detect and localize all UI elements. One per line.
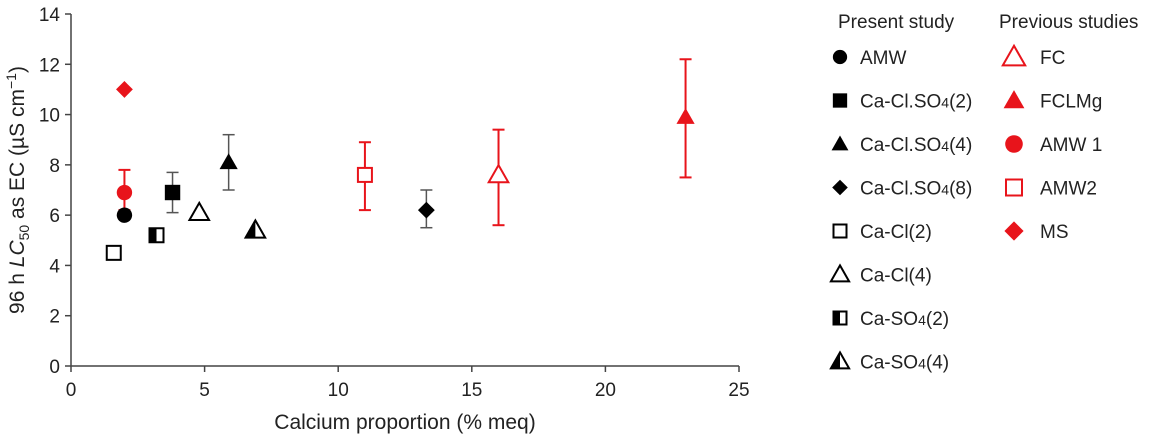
legend-item-ca-so4-4: Ca-SO4(4) [829,350,949,374]
y-tick-label: 12 [39,55,60,76]
point-ca-cl-so4-8 [417,201,435,219]
y-tick-label: 2 [49,307,60,328]
legend-label-amw-1: AMW 1 [1040,135,1102,156]
y-title-pre: 96 h [6,267,29,314]
legend-marker-amw2 [1005,178,1023,197]
x-ticks: 0 5 10 15 20 25 [66,366,750,401]
legend-label-ca-so4-2: Ca-SO4(2) [860,309,949,330]
legend-marker-amw-1 [1005,135,1023,153]
legend-label-ca-cl-4: Ca-Cl(4) [860,266,932,287]
legend-label-fc: FC [1040,48,1065,69]
y-tick-label: 14 [39,5,61,26]
x-tick-label: 20 [595,380,616,401]
legend-label-ca-cl-2: Ca-Cl(2) [860,222,932,243]
legend-item-ms: MS [1004,221,1069,243]
legend-marker-ca-so4-4 [829,350,851,370]
legend-marker-ca-cl-2 [832,223,848,239]
y-tick-label: 8 [49,156,60,177]
legend-marker-ca-cl-4 [829,263,851,283]
point-ca-cl-so4-2 [164,184,181,201]
legend-item-ca-cl-so4-4: Ca-Cl.SO4(4) [831,135,972,156]
x-tick-label: 15 [461,380,482,401]
legend-item-ca-cl-so4-8: Ca-Cl.SO4(8) [832,179,972,200]
legend-label-ca-so4-4: Ca-SO4(4) [860,353,949,374]
legend-marker-amw [832,49,848,65]
legend-item-ca-so4-2: Ca-SO4(2) [832,309,949,330]
x-tick-label: 5 [199,380,210,401]
legend-marker-ca-so4-2 [832,310,848,326]
y-ticks: 0 2 4 6 8 10 12 14 [39,5,71,378]
y-tick-label: 4 [49,256,60,277]
legend-item-amw2: AMW2 [1005,178,1097,200]
legend-label-amw2: AMW2 [1040,179,1097,200]
error-bars [118,58,692,229]
point-ca-cl-so4-4 [219,153,238,170]
x-tick-label: 0 [66,380,77,401]
legend-marker-fc [1001,43,1027,67]
y-title-lc: LC [6,240,29,268]
point-fc [486,163,511,184]
point-ca-cl-4 [187,200,211,221]
legend-label-fclmg: FCLMg [1040,92,1102,113]
legend-items: AMW Ca-Cl.SO4(2) Ca-Cl.SO4(4) Ca-Cl.SO4(8) C… [829,43,1102,374]
y-tick-label: 10 [39,106,60,127]
axes: 0 5 10 15 20 25 0 2 4 6 8 10 12 14 [39,5,750,401]
y-title-sup: −1 [3,73,19,89]
legend-marker-ms [1004,221,1024,241]
legend-label-ms: MS [1040,222,1069,243]
y-title-post: as EC (µS cm [6,89,29,225]
point-amw-1 [116,184,133,201]
legend-item-ca-cl-2: Ca-Cl(2) [832,222,932,243]
legend-item-amw-1: AMW 1 [1005,135,1102,156]
legend-item-ca-cl-so4-2: Ca-Cl.SO4(2) [832,92,972,113]
legend-marker-ca-cl-so4-8 [832,179,848,196]
legend-item-fclmg: FCLMg [1003,90,1102,113]
y-axis-title: 96 h LC50 as EC (µS cm−1) [3,66,32,314]
legend-label-ca-cl-so4-4: Ca-Cl.SO4(4) [860,135,972,156]
point-ca-so4-4 [243,218,267,239]
legend-label-ca-cl-so4-2: Ca-Cl.SO4(2) [860,92,972,113]
point-fclmg [676,107,695,124]
legend-heading-previous: Previous studies [999,12,1138,33]
y-tick-label: 6 [49,206,60,227]
legend-item-ca-cl-4: Ca-Cl(4) [829,263,932,287]
legend-label-ca-cl-so4-8: Ca-Cl.SO4(8) [860,179,972,200]
y-title-close: ) [6,66,29,73]
data-points [105,81,695,261]
legend-item-fc: FC [1001,43,1065,69]
legend-heading-present: Present study [838,12,955,33]
x-tick-label: 10 [328,380,349,401]
point-ms [116,81,133,98]
y-tick-label: 0 [49,357,60,378]
legend: Present study Previous studies AMW Ca-Cl.… [829,12,1138,374]
x-axis-title: Calcium proportion (% meq) [274,411,535,434]
point-amw2 [356,166,373,183]
point-ca-so4-2 [148,227,165,244]
point-amw [116,207,133,223]
legend-item-amw: AMW [832,48,907,69]
point-ca-cl-2 [105,244,122,261]
y-title-sub: 50 [16,225,32,241]
legend-marker-ca-cl-so4-2 [832,93,848,108]
legend-marker-fclmg [1003,90,1025,109]
legend-marker-ca-cl-so4-4 [831,135,849,151]
legend-label-amw: AMW [860,48,907,69]
x-tick-label: 25 [728,380,749,401]
